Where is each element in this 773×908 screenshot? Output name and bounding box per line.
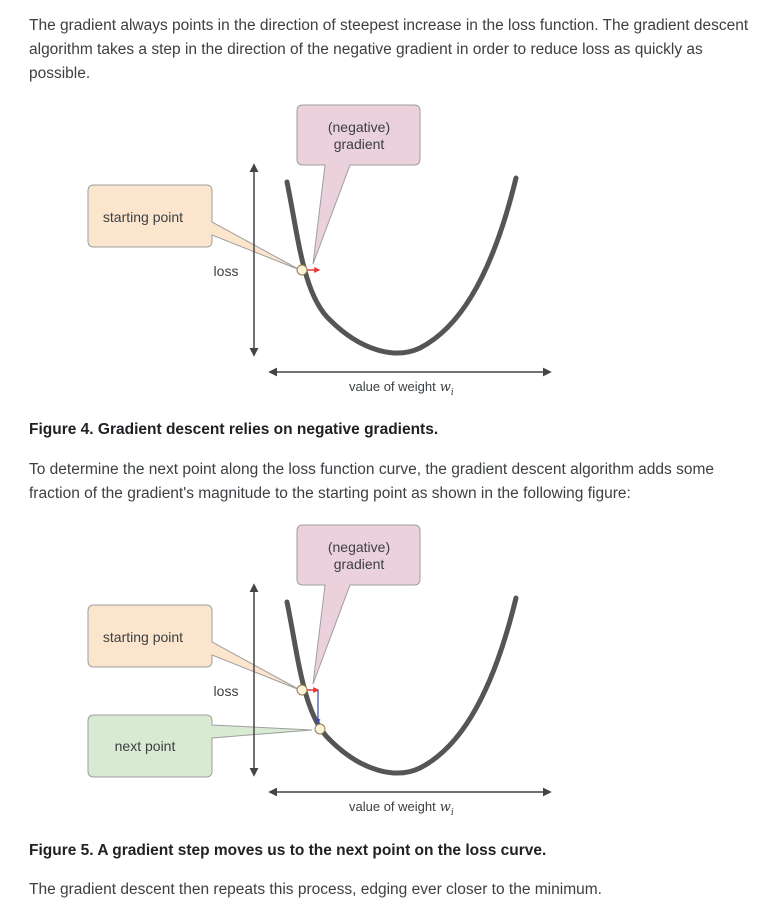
gradient-callout-line2: gradient [334,556,385,572]
gradient-callout-line2: gradient [334,136,385,152]
starting-point-marker [296,264,308,276]
starting-point-marker [296,684,308,696]
figure-4-caption: Figure 4. Gradient descent relies on neg… [29,421,439,438]
x-axis-label: value of weight wi [349,799,454,818]
next-point-marker [314,723,326,735]
loss-curve [284,175,519,356]
figure-5-caption: Figure 5. A gradient step moves us to th… [29,842,547,859]
y-axis-label: loss [214,683,239,699]
middle-paragraph: To determine the next point along the lo… [29,461,714,502]
figure-5-diagram: (negative) gradient starting point next … [87,524,552,818]
y-axis-label: loss [214,263,239,279]
starting-point-callout [87,184,301,271]
gradient-callout-line1: (negative) [328,539,390,555]
figure-4-diagram: (negative) gradient starting point loss … [87,104,552,398]
loss-curve [284,595,519,776]
gradient-callout-line1: (negative) [328,119,390,135]
closing-paragraph: The gradient descent then repeats this p… [29,881,602,898]
intro-paragraph: The gradient always points in the direct… [29,17,749,82]
next-point-label: next point [115,738,176,754]
gradient-callout [296,524,421,685]
x-axis-label: value of weight wi [349,379,454,398]
starting-point-label: starting point [103,209,183,225]
starting-point-label: starting point [103,629,183,645]
gradient-callout [296,104,421,265]
starting-point-callout [87,604,301,691]
